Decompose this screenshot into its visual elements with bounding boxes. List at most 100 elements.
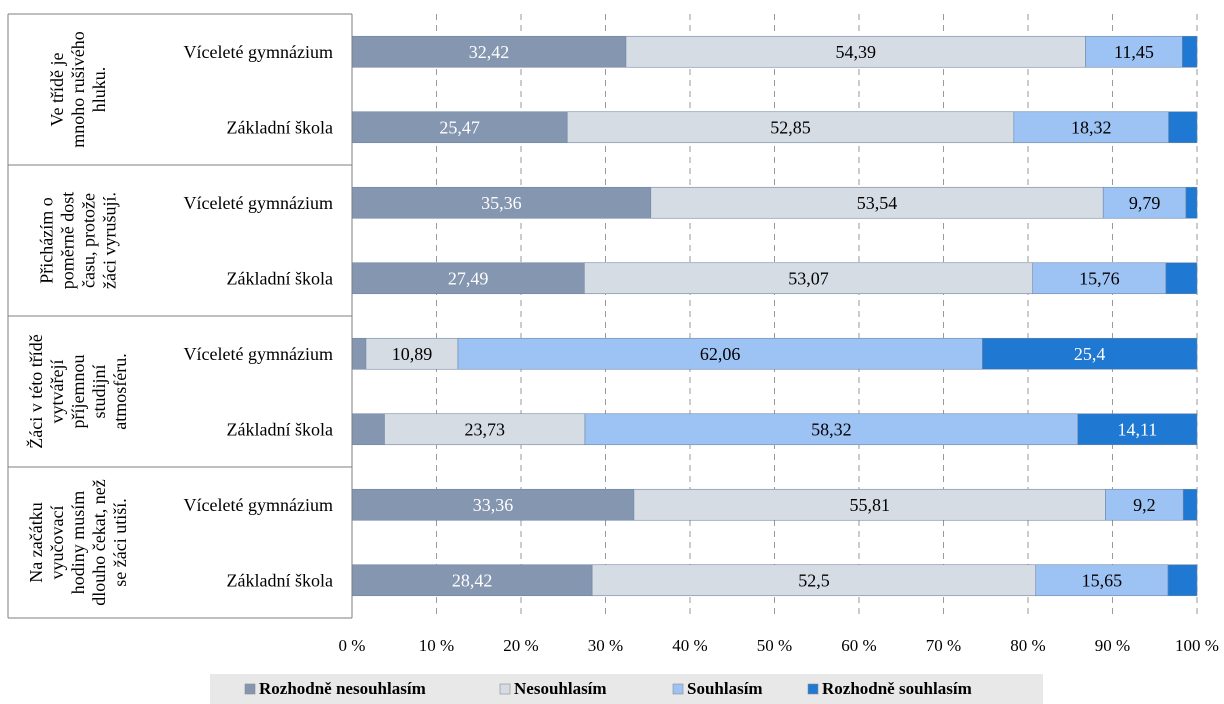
data-label: 53,07 xyxy=(788,268,829,288)
data-label: 33,36 xyxy=(473,495,514,515)
data-label: 54,39 xyxy=(835,42,876,62)
group-label-line: Ve třídě je xyxy=(47,53,67,127)
category-label: Základní škola xyxy=(227,419,333,439)
group-label-line: Na začátku xyxy=(26,502,46,582)
group-label: Přicházím opoměrně dostčasu, protožežáci… xyxy=(37,192,120,289)
bar-segment xyxy=(591,564,1037,597)
data-label: 9,2 xyxy=(1133,495,1156,515)
legend-label: Nesouhlasím xyxy=(514,679,607,698)
category-label: Víceleté gymnázium xyxy=(184,193,333,213)
bar-segment xyxy=(1102,186,1187,219)
x-tick-label: 90 % xyxy=(1095,636,1130,655)
group-label-line: dlouho čekat, než xyxy=(89,479,109,605)
bar-segment xyxy=(1167,564,1198,597)
category-label: Základní škola xyxy=(227,570,333,590)
grid-lines xyxy=(436,14,1198,618)
data-label: 52,5 xyxy=(798,570,830,590)
bar-segment xyxy=(1168,111,1198,144)
legend-swatch xyxy=(807,683,819,695)
category-label: Víceleté gymnázium xyxy=(184,42,333,62)
data-label: 52,85 xyxy=(770,117,811,137)
group-label-line: poměrně dost xyxy=(58,192,78,289)
data-label: 15,65 xyxy=(1082,570,1123,590)
legend-swatch xyxy=(672,683,684,695)
group-label-line: času, protože xyxy=(79,193,99,288)
group-label: Na začátkuvyučovacíhodiny musímdlouho če… xyxy=(26,479,130,605)
bar-segment xyxy=(1185,186,1198,219)
bar-segment xyxy=(1035,564,1169,597)
bar-segment xyxy=(351,564,593,597)
group-label: Ve třídě jemnoho rušivéhohluku. xyxy=(47,31,109,148)
group-label-line: hodiny musím xyxy=(68,491,88,595)
data-label: 53,54 xyxy=(857,193,898,213)
legend-label: Souhlasím xyxy=(687,679,763,698)
group-label-line: příjemnou xyxy=(68,355,88,429)
legend-background xyxy=(210,674,1043,704)
data-label: 25,4 xyxy=(1074,344,1106,364)
bar-segment xyxy=(1013,111,1169,144)
bar-segment xyxy=(1182,488,1198,521)
group-label-line: studijní xyxy=(89,364,109,418)
group-label-line: se žáci utiší. xyxy=(110,498,130,586)
axes-layer: 0 % 10 % 20 % 30 % 40 % 50 % 60 % 70 % 80 % 90 % 1… xyxy=(7,13,1219,655)
data-label: 18,32 xyxy=(1071,117,1112,137)
group-label-line: vyučovací xyxy=(47,506,67,580)
bar-segment xyxy=(365,337,459,370)
group-label-line: žáci vyrušují. xyxy=(100,192,120,289)
group-label-line: mnoho rušivého xyxy=(68,31,88,148)
x-tick-label: 80 % xyxy=(1010,636,1045,655)
data-label: 14,11 xyxy=(1117,419,1157,439)
bars-layer: 32,42 54,39 11,45 25,47 52,85 18,32 35,36 53,54… xyxy=(351,35,1198,597)
x-tick-label: 60 % xyxy=(841,636,876,655)
x-tick-label: 20 % xyxy=(503,636,538,655)
bar-segment xyxy=(625,35,1086,68)
bar-segment xyxy=(650,186,1104,219)
legend: Rozhodně nesouhlasím Nesouhlasím Souhlasím… xyxy=(210,674,1043,704)
group-label-line: vytvářejí xyxy=(47,360,67,424)
group-label-line: hluku. xyxy=(89,67,109,113)
data-label: 32,42 xyxy=(469,42,510,62)
bar-segment xyxy=(1032,262,1167,295)
x-tick-label: 30 % xyxy=(588,636,623,655)
bar-segment xyxy=(457,337,983,370)
bar-segment xyxy=(351,262,585,295)
group-label-line: atmosféru. xyxy=(110,353,130,429)
data-label: 10,89 xyxy=(392,344,433,364)
group-label-line: Žáci v této třídě xyxy=(25,334,46,448)
x-tick-label: 10 % xyxy=(419,636,454,655)
data-label: 15,76 xyxy=(1079,268,1120,288)
data-label: 25,47 xyxy=(439,117,480,137)
data-label: 23,73 xyxy=(464,419,505,439)
x-tick-label: 70 % xyxy=(926,636,961,655)
legend-swatch xyxy=(244,683,256,695)
bar-segment xyxy=(1105,488,1184,521)
x-tick-label: 100 % xyxy=(1175,636,1219,655)
x-tick-label: 40 % xyxy=(672,636,707,655)
category-label: Víceleté gymnázium xyxy=(184,495,333,515)
data-label: 62,06 xyxy=(700,344,741,364)
data-label: 55,81 xyxy=(849,495,890,515)
group-label-line: Přicházím o xyxy=(37,197,57,283)
bar-segment xyxy=(384,413,586,446)
bar-segment xyxy=(351,186,652,219)
bar-segment xyxy=(351,111,568,144)
data-label: 28,42 xyxy=(452,570,493,590)
bar-segment xyxy=(633,488,1106,521)
bar-segment xyxy=(584,413,1079,446)
bar-segment xyxy=(1085,35,1183,68)
data-label: 11,45 xyxy=(1114,42,1154,62)
bar-segment xyxy=(1165,262,1198,295)
bar-segment xyxy=(351,413,385,446)
category-label: Základní škola xyxy=(227,117,333,137)
data-label: 35,36 xyxy=(481,193,522,213)
x-tick-label: 0 % xyxy=(339,636,366,655)
bar-segment xyxy=(351,337,367,370)
legend-label: Rozhodně souhlasím xyxy=(822,679,972,698)
data-label: 9,79 xyxy=(1129,193,1161,213)
bar-segment xyxy=(1181,35,1198,68)
bar-segment xyxy=(982,337,1198,370)
bar-segment xyxy=(583,262,1034,295)
bar-segment xyxy=(1077,413,1198,446)
x-tick-label: 50 % xyxy=(757,636,792,655)
